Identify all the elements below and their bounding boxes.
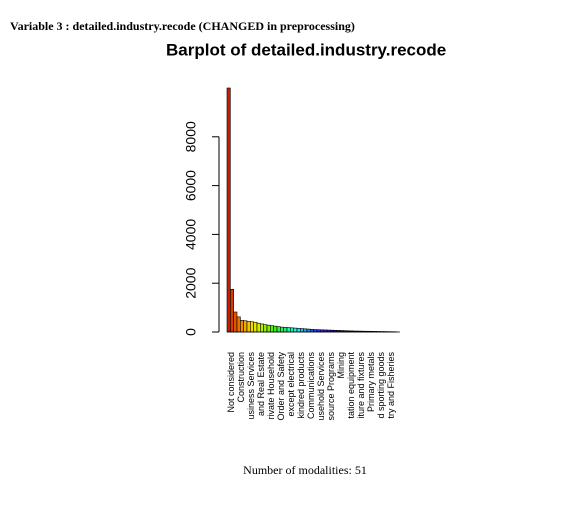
bar	[280, 326, 284, 333]
y-tick-label: 8000	[183, 121, 199, 152]
bar	[240, 319, 244, 333]
bar	[243, 320, 248, 333]
bar	[270, 325, 274, 333]
x-tick-label: Communications	[306, 352, 316, 420]
bar	[296, 328, 301, 333]
x-tick-label: and Real Estate	[256, 352, 266, 416]
x-tick-label: d sporting goods	[376, 352, 386, 419]
y-tick-label: 4000	[183, 219, 199, 250]
bar	[273, 325, 278, 333]
x-tick-label: Construction	[236, 352, 246, 403]
bar	[266, 324, 271, 333]
bar	[236, 316, 241, 333]
bar	[293, 327, 298, 333]
y-tick-label: 2000	[183, 267, 199, 298]
x-tick-label: usiness Services	[246, 352, 256, 420]
bar	[250, 321, 254, 333]
x-tick-label: Not considered	[226, 352, 236, 413]
bar	[263, 324, 268, 333]
x-tick-label: iture and fixtures	[356, 352, 366, 419]
bar	[310, 329, 314, 333]
x-tick-label: Primary metals	[366, 352, 376, 413]
bar	[256, 322, 261, 333]
bar	[300, 328, 304, 333]
footer: Number of modalities: 51	[243, 463, 367, 477]
y-tick-label: 6000	[183, 170, 199, 201]
chart-title: Barplot of detailed.industry.recode	[166, 40, 446, 59]
x-tick-label: try and Fisheries	[386, 352, 396, 419]
bar	[306, 328, 311, 333]
x-tick-label: Mining	[336, 352, 346, 379]
x-tick-label: usehold Services	[316, 352, 326, 421]
x-tick-label: rivate Household	[266, 352, 276, 420]
bar	[233, 311, 238, 333]
y-tick-label: 0	[183, 328, 199, 336]
bar	[260, 323, 264, 333]
bar	[253, 321, 258, 333]
bar	[246, 320, 251, 333]
x-tick-label: Order and Safety	[276, 352, 286, 421]
x-tick-label: tation equipment	[346, 352, 356, 419]
bar	[226, 87, 231, 333]
bar	[286, 327, 291, 333]
x-tick-label: kindred products	[296, 352, 306, 419]
header: Variable 3 : detailed.industry.recode (C…	[10, 19, 355, 33]
bar	[230, 288, 234, 333]
x-tick-label: source Programs	[326, 352, 336, 421]
bar	[276, 326, 281, 333]
bar	[283, 327, 288, 333]
bar	[290, 327, 294, 333]
bar	[303, 328, 308, 333]
x-tick-label: except electrical	[286, 352, 296, 417]
